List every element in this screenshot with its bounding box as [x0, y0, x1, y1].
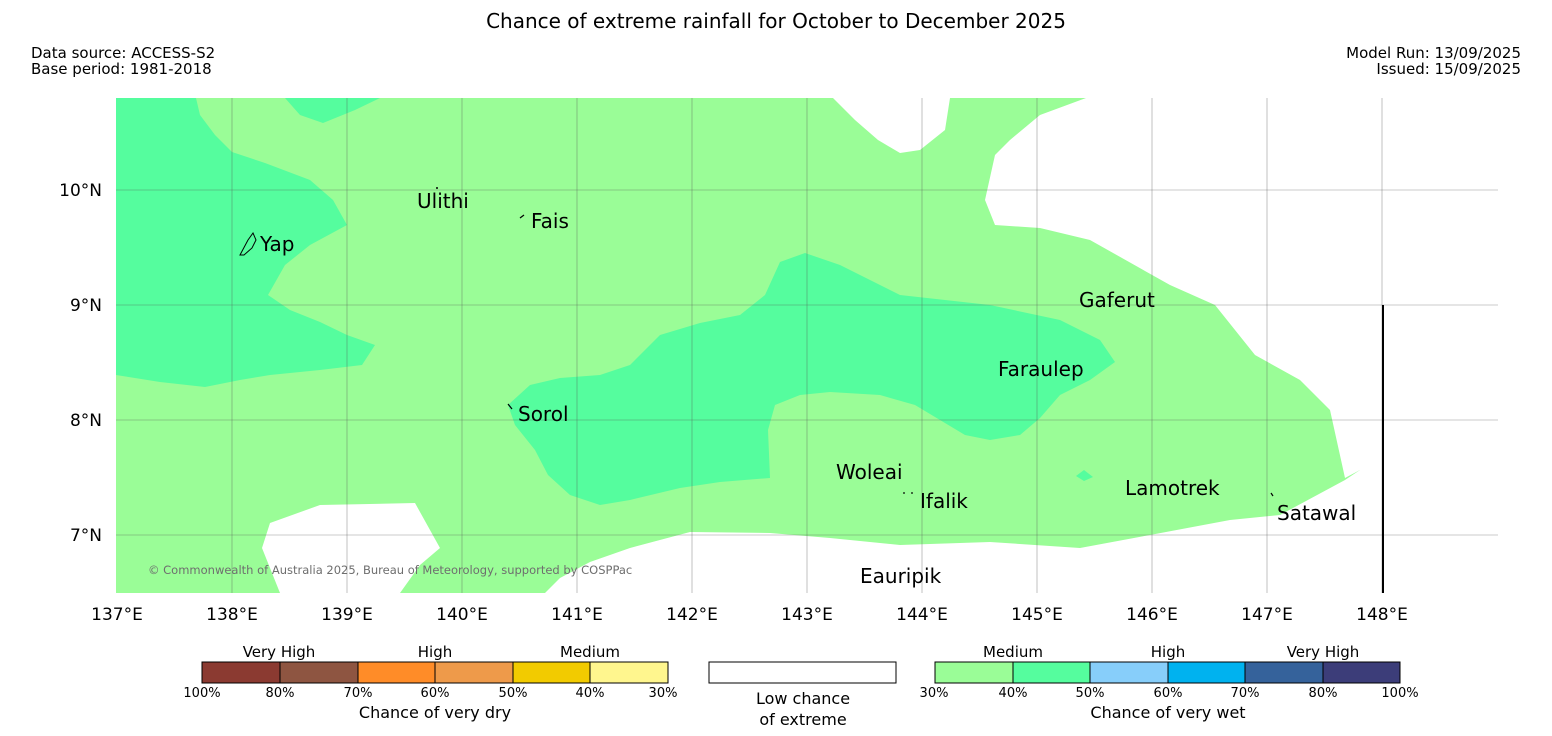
lon-label-138e: 138°E — [206, 605, 258, 625]
wet-colorbar: Medium High Very High 30% 40% 50% 60% 70… — [920, 643, 1419, 722]
lon-label-139e: 139°E — [321, 605, 373, 625]
dry-tick-40: 40% — [576, 686, 605, 701]
wet-swatch-1 — [935, 662, 1013, 683]
lon-label-141e: 141°E — [551, 605, 603, 625]
ifalik-island-mark-1 — [903, 492, 905, 494]
copyright-text: © Commonwealth of Australia 2025, Bureau… — [148, 563, 632, 577]
lon-label-147e: 147°E — [1241, 605, 1293, 625]
place-label-woleai: Woleai — [836, 460, 903, 484]
lat-label-10n: 10°N — [59, 181, 102, 201]
dry-category-medium: Medium — [560, 643, 620, 661]
dry-tick-100: 100% — [183, 686, 220, 701]
wet-tick-60: 60% — [1154, 686, 1183, 701]
wet-colorbar-label: Chance of very wet — [1090, 703, 1245, 722]
dry-tick-60: 60% — [421, 686, 450, 701]
wet-tick-100: 100% — [1381, 686, 1418, 701]
dry-category-high: High — [418, 643, 452, 661]
dry-colorbar-label: Chance of very dry — [359, 703, 511, 722]
dry-swatch-4 — [435, 662, 513, 683]
lat-label-9n: 9°N — [70, 296, 102, 316]
dry-tick-50: 50% — [499, 686, 528, 701]
lon-label-143e: 143°E — [781, 605, 833, 625]
lon-label-137e: 137°E — [91, 605, 143, 625]
lon-label-145e: 145°E — [1011, 605, 1063, 625]
low-chance-legend: Low chance of extreme — [709, 662, 896, 729]
dry-swatch-5 — [513, 662, 590, 683]
place-label-gaferut: Gaferut — [1079, 288, 1155, 312]
wet-swatch-5 — [1245, 662, 1323, 683]
map-figure: © Commonwealth of Australia 2025, Bureau… — [0, 0, 1552, 736]
lon-label-148e: 148°E — [1356, 605, 1408, 625]
wet-category-medium: Medium — [983, 643, 1043, 661]
place-label-lamotrek: Lamotrek — [1125, 476, 1220, 500]
dry-tick-70: 70% — [344, 686, 373, 701]
lat-label-7n: 7°N — [70, 526, 102, 546]
lon-label-146e: 146°E — [1126, 605, 1178, 625]
place-label-ulithi: Ulithi — [417, 189, 469, 213]
lon-label-144e: 144°E — [896, 605, 948, 625]
ifalik-island-mark-2 — [911, 492, 913, 494]
lat-label-8n: 8°N — [70, 411, 102, 431]
dry-swatch-3 — [358, 662, 435, 683]
wet-category-high: High — [1151, 643, 1185, 661]
wet-tick-70: 70% — [1231, 686, 1260, 701]
dry-swatch-2 — [280, 662, 358, 683]
dry-swatch-6 — [590, 662, 668, 683]
wet-swatch-4 — [1168, 662, 1245, 683]
dry-swatch-1 — [202, 662, 280, 683]
low-chance-label-line1: Low chance — [756, 689, 850, 708]
low-chance-swatch — [709, 662, 896, 683]
dry-tick-30: 30% — [649, 686, 678, 701]
wet-tick-40: 40% — [999, 686, 1028, 701]
dry-category-very-high: Very High — [243, 643, 316, 661]
place-label-ifalik: Ifalik — [920, 489, 968, 513]
low-chance-label-line2: of extreme — [759, 710, 846, 729]
place-label-faraulep: Faraulep — [998, 357, 1084, 381]
dry-tick-80: 80% — [266, 686, 295, 701]
wet-swatch-3 — [1090, 662, 1168, 683]
map-plot-area: © Commonwealth of Australia 2025, Bureau… — [116, 98, 1498, 593]
wet-category-very-high: Very High — [1287, 643, 1360, 661]
place-label-yap: Yap — [259, 232, 294, 256]
lon-label-140e: 140°E — [436, 605, 488, 625]
place-label-satawal: Satawal — [1277, 501, 1356, 525]
wet-tick-50: 50% — [1076, 686, 1105, 701]
place-label-sorol: Sorol — [518, 402, 569, 426]
wet-tick-30: 30% — [920, 686, 949, 701]
wet-swatch-6 — [1323, 662, 1400, 683]
place-label-eauripik: Eauripik — [860, 564, 942, 588]
lon-label-142e: 142°E — [666, 605, 718, 625]
dry-colorbar: Very High High Medium 100% 80% 70% 60% 5… — [183, 643, 677, 722]
place-label-fais: Fais — [531, 209, 569, 233]
wet-tick-80: 80% — [1309, 686, 1338, 701]
wet-swatch-2 — [1013, 662, 1090, 683]
